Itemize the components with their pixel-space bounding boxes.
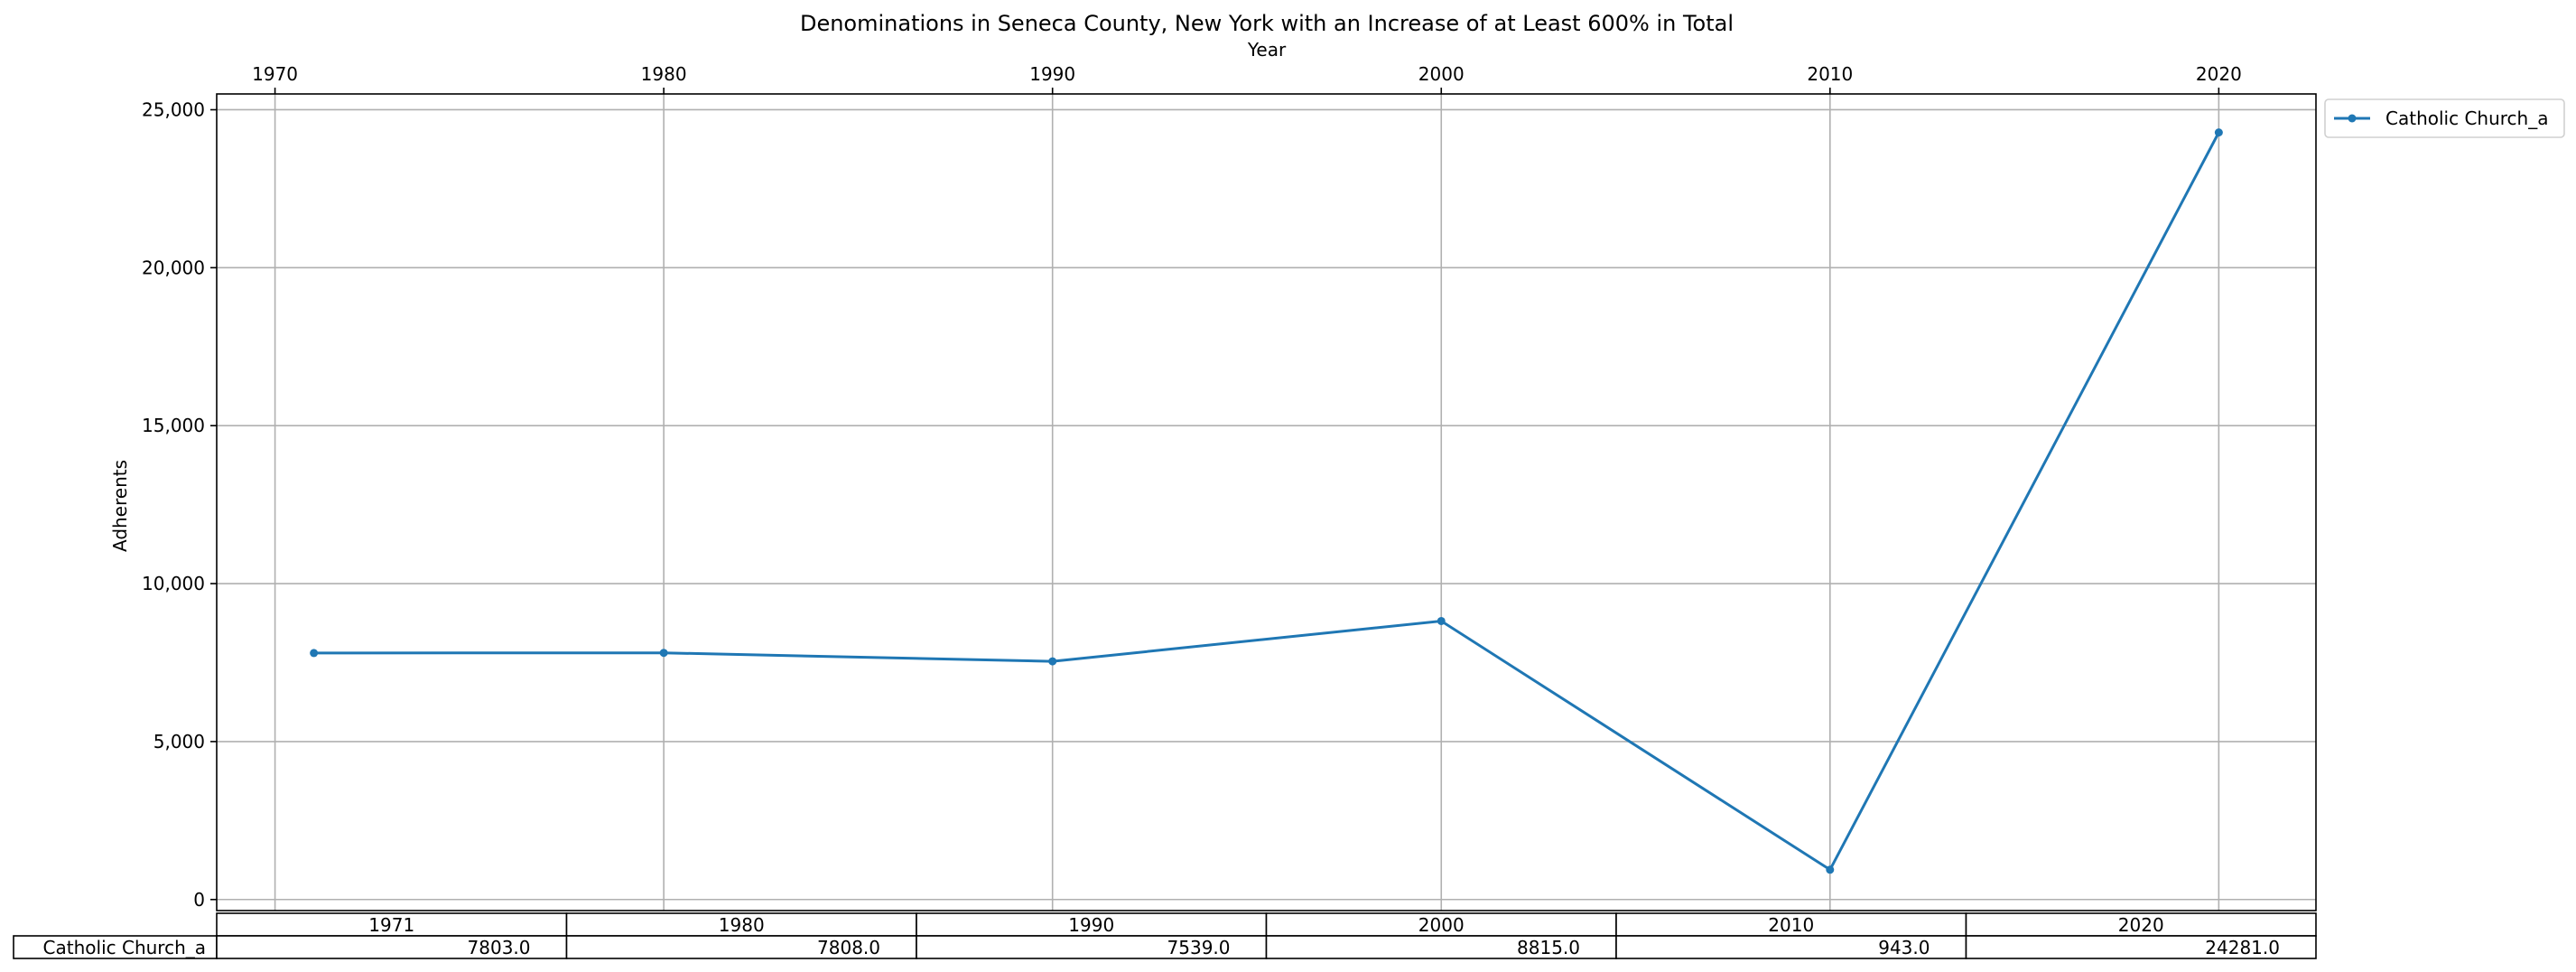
grid [217, 94, 2316, 911]
table-header-label: 2010 [1768, 914, 1814, 936]
y-axis-label: Adherents [109, 460, 131, 552]
table-header-label: 2020 [2118, 914, 2164, 936]
table-cell [565, 935, 917, 959]
data-point [1826, 865, 1835, 874]
table-value: 24281.0 [2205, 937, 2280, 958]
table-header-label: 1980 [719, 914, 765, 936]
y-tick-label: 20,000 [142, 257, 205, 278]
data-point [2214, 128, 2223, 137]
data-point [310, 649, 319, 658]
x-tick-label: 2010 [1807, 63, 1853, 85]
x-tick-label: 1990 [1029, 63, 1075, 85]
table-value: 8815.0 [1517, 937, 1580, 958]
x-axis-label: Year [1247, 39, 1287, 61]
table-value: 943.0 [1878, 937, 1930, 958]
table-header-label: 1971 [368, 914, 414, 936]
plot-frame [216, 93, 2317, 911]
data-table: 1971 1980 1990 2000 2010 2020 Catholic Church_… [13, 912, 2317, 959]
x-tick-label: 1980 [641, 63, 687, 85]
table-header-cell [1965, 912, 2317, 937]
y-tick-label: 10,000 [142, 573, 205, 594]
data-point [1048, 657, 1057, 666]
table-value: 7539.0 [1167, 937, 1231, 958]
table-cell [216, 935, 568, 959]
table-header-label: 2000 [1418, 914, 1465, 936]
x-tick-label: 1970 [252, 63, 298, 85]
y-tick-label: 15,000 [142, 415, 205, 436]
data-point [1437, 616, 1446, 625]
table-row-label: Catholic Church_a [43, 937, 206, 958]
legend: Catholic Church_a [2324, 98, 2565, 138]
table-value: 7803.0 [468, 937, 531, 958]
legend-box [2324, 98, 2565, 138]
table-cell [1965, 935, 2317, 959]
x-tick-label: 2000 [1418, 63, 1465, 85]
data-point [659, 649, 668, 658]
x-tick-label: 2020 [2196, 63, 2242, 85]
y-tick-label: 5,000 [153, 731, 205, 752]
table-value: 7808.0 [817, 937, 880, 958]
table-header-label: 1990 [1068, 914, 1114, 936]
table-cell [1265, 935, 1617, 959]
legend-marker [2348, 114, 2357, 123]
y-tick-label: 0 [193, 889, 205, 911]
table-header-cell [216, 912, 568, 937]
series-line [313, 131, 2220, 872]
table-cell [916, 935, 1268, 959]
axes: 1970 1980 1990 2000 2010 2020 0 5,000 10,000 15,0… [142, 63, 2317, 911]
y-tick-label: 25,000 [142, 98, 205, 120]
legend-label: Catholic Church_a [2385, 107, 2548, 129]
chart-title: Denominations in Seneca County, New York… [800, 11, 1734, 36]
plot-area [310, 128, 2223, 874]
